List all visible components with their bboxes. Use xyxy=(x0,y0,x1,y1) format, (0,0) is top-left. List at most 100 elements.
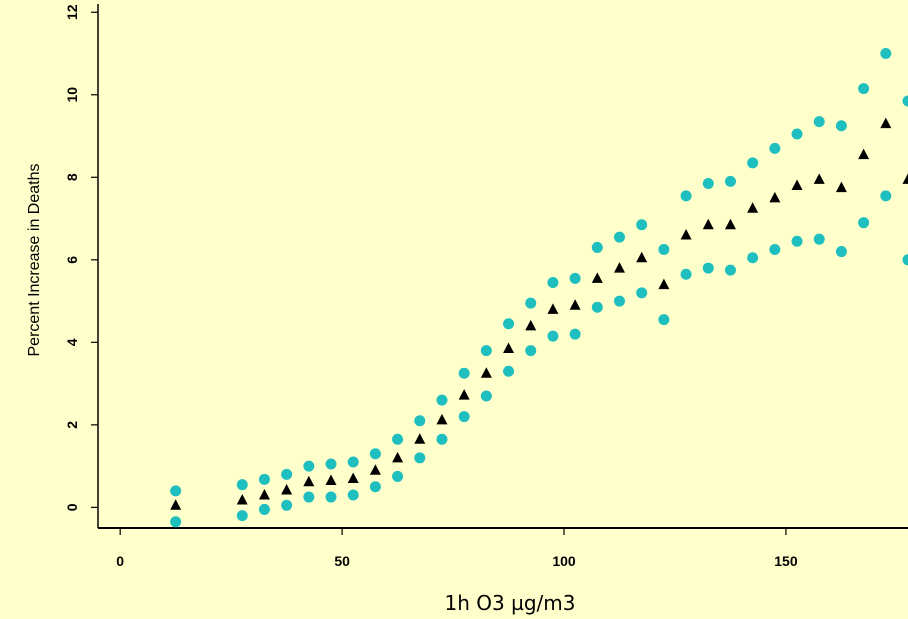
upper-ci-point xyxy=(258,473,270,485)
upper-ci-point xyxy=(591,241,603,253)
upper-ci-point xyxy=(724,175,736,187)
upper-ci-point xyxy=(480,345,492,357)
x-tick-label: 0 xyxy=(116,553,124,569)
estimate-point xyxy=(636,251,648,263)
upper-ci-point xyxy=(747,157,759,169)
y-axis-title: Percent Increase in Deaths xyxy=(26,164,43,357)
estimate-point xyxy=(392,451,404,463)
estimate-point xyxy=(236,493,248,505)
estimate-point xyxy=(258,488,270,500)
estimate-point xyxy=(614,262,626,273)
upper-ci-point xyxy=(347,456,359,468)
y-tick-label: 4 xyxy=(64,338,80,346)
upper-ci-point xyxy=(392,433,404,445)
estimate-point xyxy=(791,179,803,191)
upper-ci-point xyxy=(858,83,870,95)
lower-ci-point xyxy=(880,190,892,202)
upper-ci-point xyxy=(281,468,293,480)
y-tick-label: 0 xyxy=(64,503,80,511)
x-tick-label: 100 xyxy=(552,553,576,569)
estimate-point xyxy=(525,319,537,331)
lower-ci-point xyxy=(702,262,714,274)
estimate-point xyxy=(503,342,515,354)
y-tick-label: 10 xyxy=(64,87,80,103)
lower-ci-point xyxy=(614,295,626,307)
upper-ci-point xyxy=(414,415,426,427)
upper-ci-point xyxy=(547,277,559,289)
lower-ci-point xyxy=(303,491,315,503)
estimate-point xyxy=(281,484,293,495)
upper-ci-point xyxy=(525,297,537,309)
estimate-point xyxy=(325,474,337,486)
upper-ci-point xyxy=(680,190,692,202)
estimate-point xyxy=(547,303,559,314)
estimate-point xyxy=(880,117,892,129)
upper-ci-point xyxy=(458,367,470,379)
upper-ci-point xyxy=(636,219,648,231)
lower-ci-point xyxy=(569,328,581,340)
upper-ci-point xyxy=(170,485,182,497)
estimate-point xyxy=(303,475,315,487)
upper-ci-point xyxy=(325,458,337,470)
estimate-point xyxy=(170,499,182,510)
estimate-point xyxy=(347,472,359,483)
upper-ci-point xyxy=(614,231,626,243)
lower-ci-point xyxy=(791,235,803,247)
estimate-point xyxy=(591,272,603,283)
lower-ci-point xyxy=(769,243,781,255)
lower-ci-point xyxy=(835,246,847,258)
upper-ci-point xyxy=(236,479,248,491)
x-tick-label: 50 xyxy=(334,553,350,569)
upper-ci-point xyxy=(835,120,847,132)
lower-ci-point xyxy=(547,330,559,342)
x-tick-label: 150 xyxy=(774,553,798,569)
estimate-point xyxy=(835,181,847,193)
lower-ci-point xyxy=(170,516,182,528)
lower-ci-point xyxy=(258,503,270,515)
lower-ci-point xyxy=(392,470,404,482)
lower-ci-point xyxy=(347,489,359,501)
lower-ci-point xyxy=(724,264,736,276)
lower-ci-point xyxy=(281,499,293,511)
upper-ci-point xyxy=(569,272,581,284)
estimate-point xyxy=(414,433,426,444)
estimate-point xyxy=(369,464,381,475)
lower-ci-point xyxy=(414,452,426,464)
estimate-point xyxy=(458,389,470,400)
estimate-point xyxy=(813,173,825,184)
lower-ci-point xyxy=(325,491,337,503)
estimate-point xyxy=(747,202,759,213)
axes: 0 2 4 6 8 10 12 0 50 100 150 xyxy=(64,4,908,569)
y-tick-label: 8 xyxy=(64,173,80,181)
lower-ci-point xyxy=(858,217,870,229)
estimate-point xyxy=(680,229,692,240)
lower-ci-point xyxy=(236,510,248,522)
estimate-point xyxy=(702,218,714,230)
upper-ci-point xyxy=(369,448,381,460)
upper-ci-point xyxy=(702,177,714,189)
upper-ci-point xyxy=(791,128,803,140)
estimate-point xyxy=(569,299,581,310)
upper-ci-point xyxy=(880,48,892,60)
lower-ci-point xyxy=(591,301,603,313)
lower-ci-point xyxy=(525,345,537,357)
lower-ci-point xyxy=(658,314,670,326)
upper-ci-point xyxy=(503,318,515,330)
y-tick-label: 12 xyxy=(64,4,80,20)
lower-ci-point xyxy=(369,481,381,493)
upper-ci-point xyxy=(658,243,670,255)
lower-ci-point xyxy=(680,268,692,280)
estimate-point xyxy=(724,218,736,230)
y-tick-label: 2 xyxy=(64,421,80,429)
estimate-point xyxy=(858,148,870,160)
lower-ci-point xyxy=(480,390,492,402)
upper-ci-point xyxy=(902,95,908,107)
lower-ci-point xyxy=(636,287,648,299)
estimate-point xyxy=(769,191,781,203)
estimate-point xyxy=(902,173,908,184)
lower-ci-point xyxy=(902,254,908,266)
x-axis-title: 1h O3 µg/m3 xyxy=(445,591,576,615)
